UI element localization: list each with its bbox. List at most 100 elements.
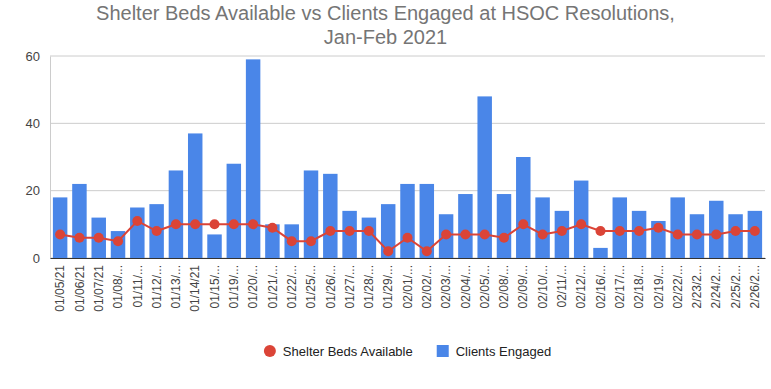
bar	[593, 248, 607, 258]
tick: 02/10/...	[536, 258, 550, 308]
tick-label: 0	[33, 251, 40, 266]
tick-label: 2/24/2...	[709, 265, 723, 308]
marker	[229, 219, 239, 229]
tick: 01/14/21	[188, 258, 202, 312]
marker	[653, 223, 663, 233]
marker	[595, 226, 605, 236]
tick-label: 02/17/...	[613, 265, 627, 308]
tick: 01/27/...	[343, 258, 357, 308]
tick: 0	[33, 251, 50, 266]
marker	[94, 233, 104, 243]
bar	[728, 214, 742, 258]
tick: 01/25/...	[304, 258, 318, 308]
tick: 02/08/...	[497, 258, 511, 308]
marker	[538, 229, 548, 239]
axis-line	[50, 57, 51, 259]
bar	[690, 214, 704, 258]
marker	[634, 226, 644, 236]
tick: 01/21/...	[266, 258, 280, 308]
y-axis: 0204060	[26, 49, 51, 266]
line	[60, 221, 755, 251]
legend-item: Shelter Beds Available	[264, 344, 413, 359]
line-series	[55, 216, 760, 256]
tick-label: 01/26/...	[324, 265, 338, 308]
marker	[383, 246, 393, 256]
tick: 01/07/21	[92, 258, 106, 312]
legend-swatch	[437, 345, 449, 357]
tick: 2/24/2...	[709, 258, 723, 308]
bar	[400, 184, 414, 258]
tick: 02/16/...	[594, 258, 608, 308]
marker	[480, 229, 490, 239]
marker	[441, 229, 451, 239]
marker	[248, 219, 258, 229]
bar	[304, 170, 318, 258]
tick-label: 01/05/21	[53, 265, 67, 312]
marker	[615, 226, 625, 236]
tick: 01/13/...	[169, 258, 183, 308]
bar	[227, 164, 241, 258]
tick: 20	[26, 183, 50, 198]
tick-label: 01/14/21	[188, 265, 202, 312]
legend-swatch	[264, 345, 276, 357]
tick-label: 40	[26, 116, 40, 131]
tick: 02/09/...	[516, 258, 530, 308]
marker	[518, 219, 528, 229]
marker	[171, 219, 181, 229]
tick: 01/20/...	[246, 258, 260, 308]
tick: 01/05/21	[53, 258, 67, 312]
tick-label: 02/08/...	[497, 265, 511, 308]
bar	[497, 194, 511, 258]
marker	[113, 236, 123, 246]
marker	[152, 226, 162, 236]
tick-label: 02/05/...	[478, 265, 492, 308]
tick-label: 01/27/...	[343, 265, 357, 308]
tick: 02/17/...	[613, 258, 627, 308]
marker	[267, 223, 277, 233]
tick: 01/08/...	[111, 258, 125, 308]
marker	[210, 219, 220, 229]
bar	[709, 201, 723, 258]
tick: 01/11/...	[131, 258, 145, 307]
bar	[748, 211, 762, 258]
tick: 01/15/...	[208, 258, 222, 308]
tick-label: 02/11/...	[555, 265, 569, 307]
tick: 01/28/...	[362, 258, 376, 308]
bar	[651, 221, 665, 258]
bar-series	[53, 59, 762, 258]
tick: 01/19/...	[227, 258, 241, 308]
tick-label: 02/16/...	[594, 265, 608, 308]
bar	[323, 174, 337, 258]
legend: Shelter Beds Available Clients Engaged	[264, 344, 551, 359]
marker	[557, 226, 567, 236]
tick-label: 02/02/...	[420, 265, 434, 308]
legend-label: Shelter Beds Available	[283, 344, 413, 359]
marker	[673, 229, 683, 239]
bar	[439, 214, 453, 258]
tick-label: 2/26/2...	[748, 265, 762, 308]
bar	[53, 197, 67, 258]
tick: 01/06/21	[73, 258, 87, 312]
tick-label: 01/29/...	[381, 265, 395, 308]
bar	[516, 157, 530, 258]
grid	[50, 56, 765, 258]
bar	[342, 211, 356, 258]
marker	[132, 216, 142, 226]
tick-label: 01/21/...	[266, 265, 280, 308]
marker	[345, 226, 355, 236]
marker	[576, 219, 586, 229]
marker	[750, 226, 760, 236]
bar	[188, 133, 202, 258]
tick-label: 02/03/...	[439, 265, 453, 308]
grid-line	[50, 56, 765, 57]
tick-label: 01/11/...	[131, 265, 145, 307]
legend-item: Clients Engaged	[437, 344, 551, 359]
tick-label: 01/07/21	[92, 265, 106, 312]
legend-label: Clients Engaged	[456, 344, 551, 359]
tick-label: 02/09/...	[516, 265, 530, 308]
bar	[535, 197, 549, 258]
tick: 2/25/2...	[729, 258, 743, 308]
tick: 02/12/...	[574, 258, 588, 308]
bar	[632, 211, 646, 258]
marker	[55, 229, 65, 239]
